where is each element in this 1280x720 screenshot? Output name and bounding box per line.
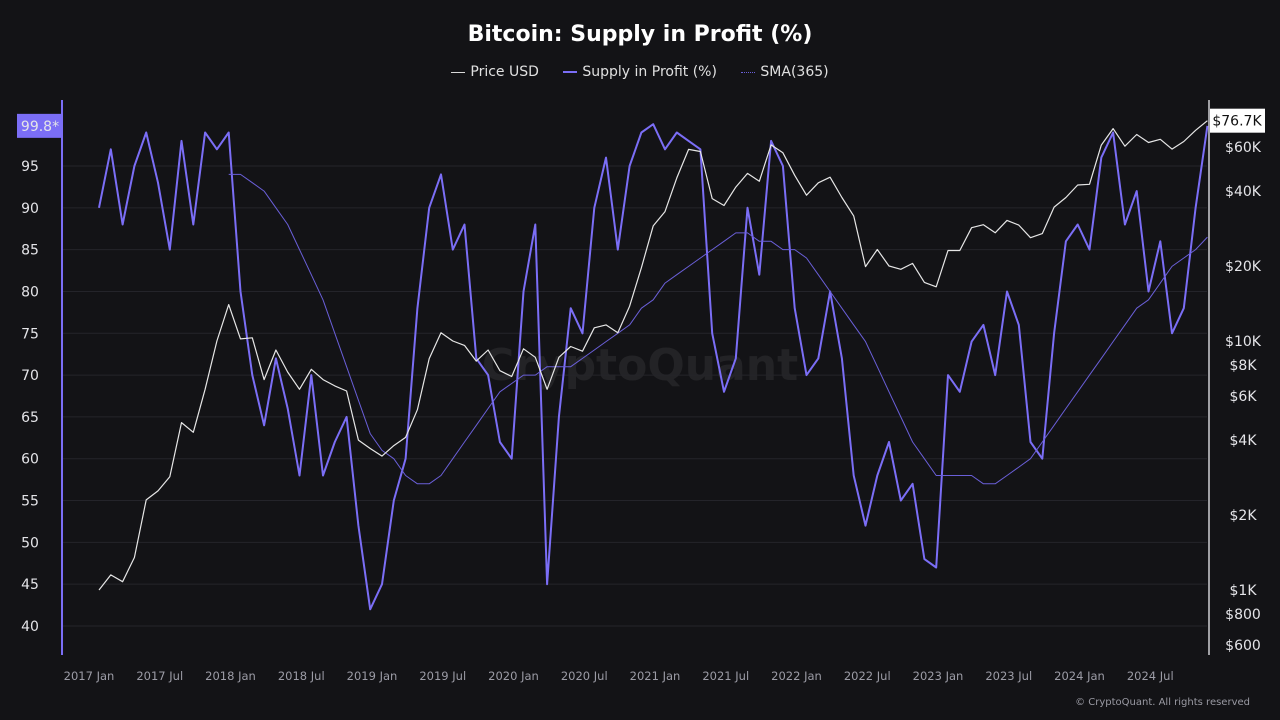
left-tick-label: 45 [21, 577, 39, 593]
price-usd-line [98, 120, 1208, 591]
legend-label: Supply in Profit (%) [582, 64, 717, 80]
x-tick-label: 2019 Jul [419, 669, 466, 683]
left-tick-label: 40 [21, 619, 39, 635]
x-tick-label: 2023 Jul [985, 669, 1032, 683]
left-tick-label: 50 [21, 535, 39, 551]
left-tick-label: 60 [21, 452, 39, 468]
legend-item-supply[interactable]: Supply in Profit (%) [563, 64, 717, 80]
right-tick-label: $10K [1225, 334, 1262, 350]
right-tick-label: $60K [1225, 140, 1262, 156]
left-tick-label: 65 [21, 410, 39, 426]
right-tick-label: $600 [1225, 638, 1261, 654]
legend-label: SMA(365) [760, 64, 829, 80]
x-tick-label: 2017 Jul [136, 669, 183, 683]
right-tick-label: $6K [1230, 389, 1258, 405]
legend-label: Price USD [470, 64, 539, 80]
legend-swatch-supply [563, 71, 578, 73]
x-tick-label: 2021 Jul [702, 669, 749, 683]
price-current-badge [1210, 108, 1265, 133]
x-tick-label: 2018 Jul [278, 669, 325, 683]
watermark: CryptoQuant [482, 340, 798, 391]
supply-current-value: 99.8* [21, 119, 59, 135]
x-tick-label: 2024 Jul [1127, 669, 1174, 683]
supply-in-profit-line [98, 123, 1209, 611]
left-tick-label: 70 [21, 368, 39, 384]
legend-swatch-sma [741, 71, 756, 73]
legend-swatch-price [451, 71, 466, 73]
left-tick-label: 85 [21, 243, 39, 259]
left-tick-label: 95 [21, 159, 39, 175]
right-tick-label: $800 [1225, 607, 1261, 623]
right-tick-label: $20K [1225, 259, 1262, 275]
right-tick-label: $40K [1225, 184, 1262, 200]
left-tick-label: 90 [21, 201, 39, 217]
right-tick-label: $8K [1230, 358, 1258, 374]
x-tick-label: 2018 Jan [205, 669, 256, 683]
x-tick-label: 2021 Jan [630, 669, 681, 683]
right-tick-label: $2K [1230, 508, 1258, 524]
right-tick-label: $4K [1230, 433, 1258, 449]
chart-title: Bitcoin: Supply in Profit (%) [467, 22, 813, 47]
price-current-value: $76.7K [1212, 114, 1262, 130]
left-tick-label: 55 [21, 494, 39, 510]
supply-current-badge [17, 113, 62, 138]
x-tick-label: 2020 Jul [561, 669, 608, 683]
x-tick-label: 2022 Jul [844, 669, 891, 683]
left-tick-label: 80 [21, 284, 39, 300]
sma-365-line [228, 173, 1208, 485]
legend-item-sma[interactable]: SMA(365) [741, 64, 829, 80]
legend: Price USD Supply in Profit (%) SMA(365) [0, 64, 1280, 80]
x-tick-label: 2019 Jan [347, 669, 398, 683]
x-tick-label: 2022 Jan [771, 669, 822, 683]
right-tick-label: $1K [1230, 583, 1258, 599]
legend-item-price[interactable]: Price USD [451, 64, 539, 80]
x-tick-label: 2020 Jan [488, 669, 539, 683]
x-tick-label: 2017 Jan [64, 669, 115, 683]
left-tick-label: 75 [21, 326, 39, 342]
x-tick-label: 2023 Jan [913, 669, 964, 683]
x-tick-label: 2024 Jan [1054, 669, 1105, 683]
copyright-footer: © CryptoQuant. All rights reserved [1075, 697, 1250, 708]
